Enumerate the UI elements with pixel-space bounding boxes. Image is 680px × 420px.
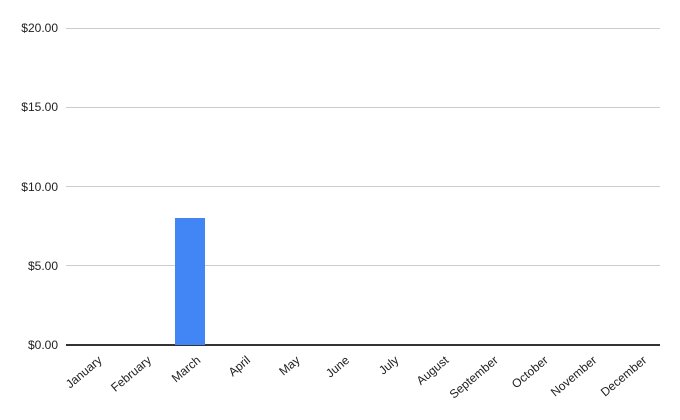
x-axis-label-september: September xyxy=(446,353,501,402)
x-axis-label-december: December xyxy=(597,353,650,400)
x-axis-label-july: July xyxy=(376,353,402,378)
x-axis-label-february: February xyxy=(108,353,155,395)
x-axis-label-may: May xyxy=(276,353,303,379)
y-gridline xyxy=(66,106,660,108)
x-axis-label-august: August xyxy=(413,353,452,388)
x-axis-baseline xyxy=(66,344,660,346)
y-axis-tick-label: $20.00 xyxy=(21,21,58,35)
x-axis-label-june: June xyxy=(323,353,353,381)
y-axis-tick-label: $0.00 xyxy=(27,338,58,352)
x-axis-label-march: March xyxy=(169,353,204,386)
x-axis-label-november: November xyxy=(548,353,600,400)
x-axis-label-april: April xyxy=(225,353,254,380)
y-axis-tick-label: $15.00 xyxy=(21,100,58,115)
y-gridline xyxy=(66,265,660,267)
bar-march[interactable] xyxy=(174,218,205,345)
y-axis-tick-label: $10.00 xyxy=(21,179,58,194)
y-gridline xyxy=(66,27,660,29)
y-gridline xyxy=(66,186,660,187)
x-axis-label-january: January xyxy=(63,353,105,392)
x-axis-label-october: October xyxy=(508,353,551,392)
y-axis-tick-label: $5.00 xyxy=(27,258,58,273)
